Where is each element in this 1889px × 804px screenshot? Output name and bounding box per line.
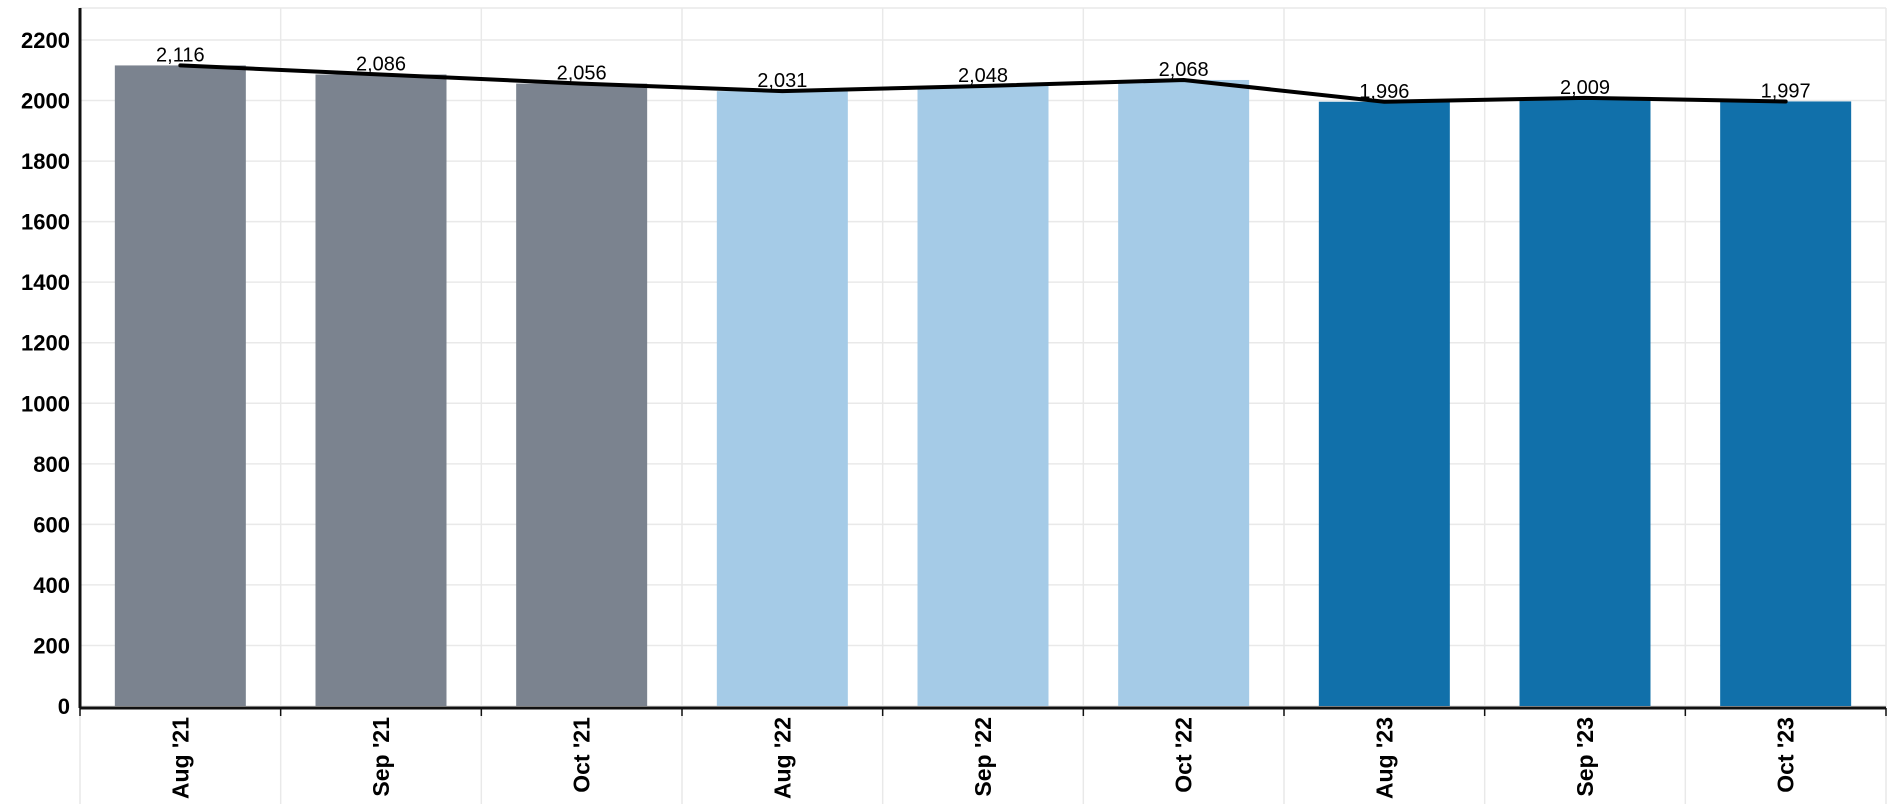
y-tick-label: 200 xyxy=(33,633,70,658)
y-tick-label: 1600 xyxy=(21,210,70,235)
y-tick-label: 1800 xyxy=(21,149,70,174)
trend-line xyxy=(178,63,1788,104)
bar-8 xyxy=(1720,101,1852,707)
axes-layer xyxy=(78,8,1887,716)
y-axis-ticks: 0 200 400 600 800 1000 1200 1400 1600 1800 2000 220… xyxy=(21,28,70,719)
y-tick-label: 1000 xyxy=(21,391,70,416)
y-tick-label: 800 xyxy=(33,452,70,477)
y-tick-label: 1200 xyxy=(21,331,70,356)
bar-2 xyxy=(516,83,648,707)
bar-7 xyxy=(1519,97,1651,706)
x-tick-label-3: Aug '22 xyxy=(769,717,795,799)
bar-4 xyxy=(917,86,1049,707)
data-label-4: 2,048 xyxy=(958,65,1008,87)
x-tick-label-7: Sep '23 xyxy=(1572,717,1598,797)
x-tick-label-8: Oct '23 xyxy=(1773,717,1799,793)
data-label-7: 2,009 xyxy=(1560,77,1610,99)
data-label-0: 2,116 xyxy=(156,44,205,66)
bar-6 xyxy=(1318,101,1450,707)
bar-0 xyxy=(114,65,246,707)
x-axis-ticks: Aug '21 Sep '21 Oct '21 Aug '22 Sep '22 Oct '… xyxy=(167,717,1798,799)
x-tick-label-0: Aug '21 xyxy=(167,717,193,799)
trend-line-layer xyxy=(178,63,1788,104)
data-label-8: 1,997 xyxy=(1761,80,1811,102)
bar-3 xyxy=(716,91,848,707)
data-label-3: 2,031 xyxy=(757,70,807,92)
bar-5 xyxy=(1118,79,1250,706)
y-tick-label: 0 xyxy=(58,694,70,719)
x-tick-label-5: Oct '22 xyxy=(1171,717,1197,793)
bars-layer xyxy=(114,65,1852,707)
y-tick-label: 600 xyxy=(33,512,70,537)
y-tick-label: 2000 xyxy=(21,89,70,114)
data-labels-layer: 2,116 2,086 2,056 2,031 2,048 2,068 1,996 2,009… xyxy=(156,44,1811,102)
bar-1 xyxy=(315,74,447,706)
data-label-2: 2,056 xyxy=(557,63,607,85)
data-label-6: 1,996 xyxy=(1359,81,1409,103)
data-label-1: 2,086 xyxy=(356,54,406,76)
y-tick-label: 400 xyxy=(33,573,70,598)
y-tick-label: 1400 xyxy=(21,270,70,295)
x-tick-label-4: Sep '22 xyxy=(970,717,996,797)
x-tick-label-6: Aug '23 xyxy=(1371,717,1397,799)
x-tick-label-1: Sep '21 xyxy=(368,717,394,797)
data-label-5: 2,068 xyxy=(1159,59,1209,81)
y-tick-label: 2200 xyxy=(21,28,70,53)
x-tick-label-2: Oct '21 xyxy=(569,717,595,793)
